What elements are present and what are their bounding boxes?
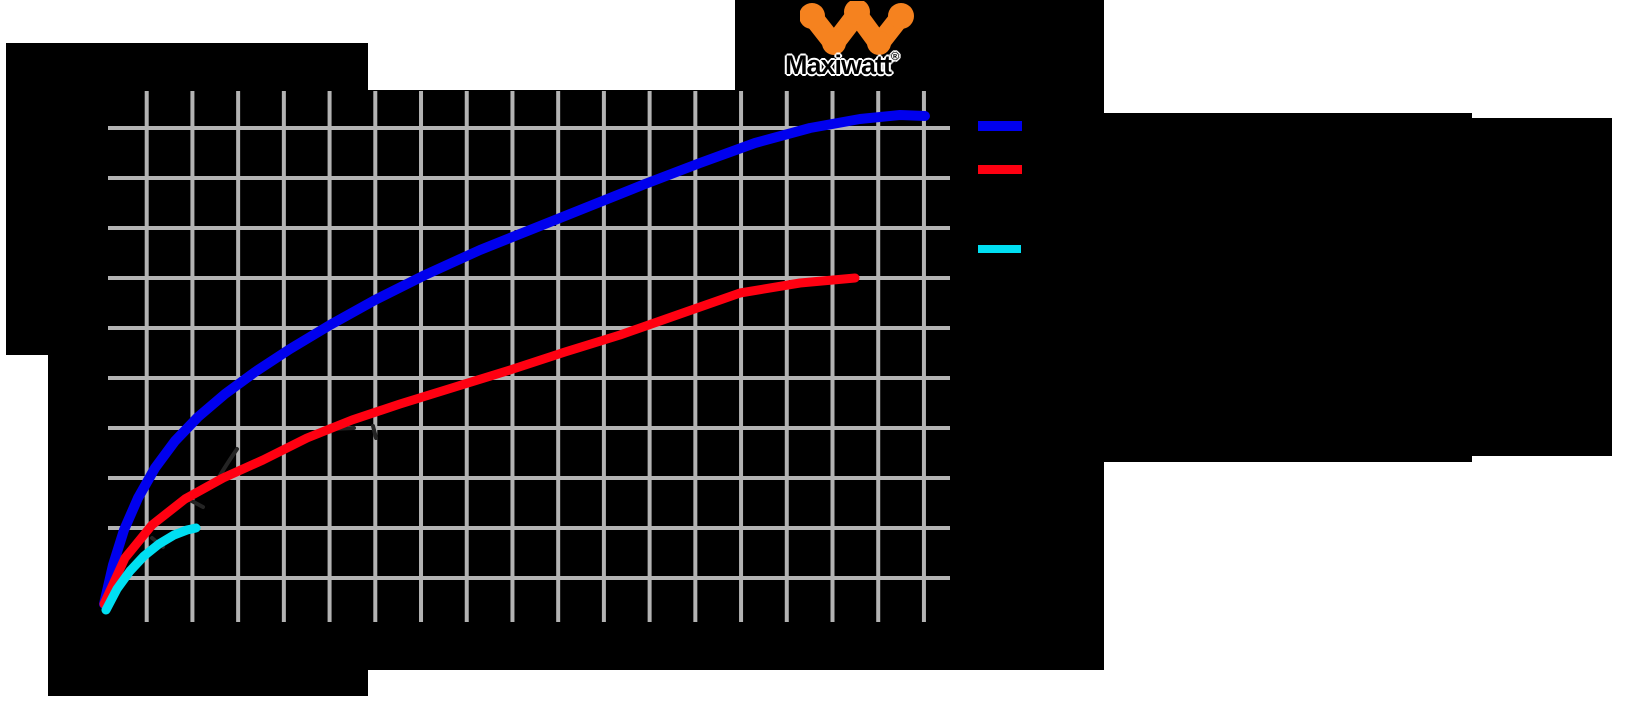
- maxiwatt-w-icon: [800, 1, 914, 55]
- maxiwatt-wordmark: Maxiwatt®: [785, 50, 1055, 81]
- black-region-left-column: [6, 90, 48, 355]
- maxiwatt-logo: Maxiwatt®: [735, 0, 1104, 113]
- legend-swatch-red: [978, 165, 1022, 174]
- black-region-right-band: [1104, 113, 1472, 462]
- legend-swatch-cyan: [978, 245, 1021, 253]
- black-region-chart-area: [48, 90, 1104, 670]
- black-region-logo-box: [735, 0, 1104, 113]
- black-region-top-left: [6, 43, 368, 90]
- black-region-bottom-left: [48, 670, 368, 696]
- registered-trademark-icon: ®: [891, 51, 900, 63]
- legend-swatch-blue: [978, 121, 1022, 131]
- black-region-right-box: [1472, 118, 1612, 456]
- logo-text: Maxiwatt: [785, 50, 892, 80]
